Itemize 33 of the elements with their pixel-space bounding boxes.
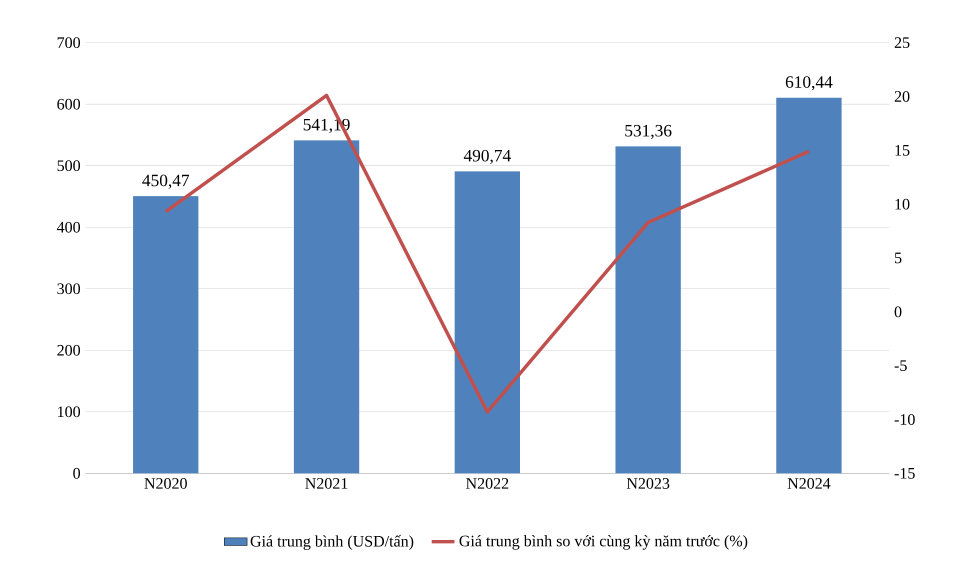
y-tick-label: 700	[58, 37, 80, 48]
x-tick-label: N2023	[626, 478, 670, 489]
legend-label: Giá trung bình (USD/tấn)	[250, 534, 414, 550]
y-tick-label: 0	[73, 468, 80, 479]
data-label: 610,44	[786, 76, 833, 90]
x-tick-label: N2020	[144, 478, 187, 489]
y2-tick-label: 15	[895, 144, 910, 156]
x-tick-label: N2022	[466, 478, 508, 489]
y2-tick-label: 25	[894, 37, 910, 48]
data-label: 490,74	[464, 150, 511, 164]
y2-tick-label: -15	[894, 468, 915, 479]
bar	[454, 171, 520, 474]
bar	[776, 98, 842, 474]
x-tick-label: N2021	[305, 478, 348, 489]
y2-tick-label: 10	[895, 198, 910, 210]
y2-tick-label: 0	[894, 306, 902, 318]
bar	[615, 146, 681, 474]
legend-label: Giá trung bình so với cùng kỳ năm trước (%)	[460, 535, 748, 550]
y2-tick-label: 5	[894, 252, 902, 264]
x-tick-label: N2024	[788, 478, 830, 489]
bar	[133, 196, 198, 474]
bar	[294, 140, 360, 474]
y-tick-label: 200	[57, 344, 80, 356]
y-tick-label: 500	[58, 160, 80, 172]
y2-tick-label: 20	[894, 91, 910, 102]
y2-tick-label: -5	[894, 360, 907, 371]
data-label: 531,36	[625, 124, 672, 140]
y2-tick-label: -10	[894, 414, 915, 425]
y-tick-label: 100	[58, 406, 80, 418]
data-label: 450,47	[142, 174, 190, 189]
y-tick-label: 400	[56, 222, 80, 233]
y-tick-label: 300	[57, 283, 80, 294]
y-tick-label: 600	[57, 98, 80, 110]
